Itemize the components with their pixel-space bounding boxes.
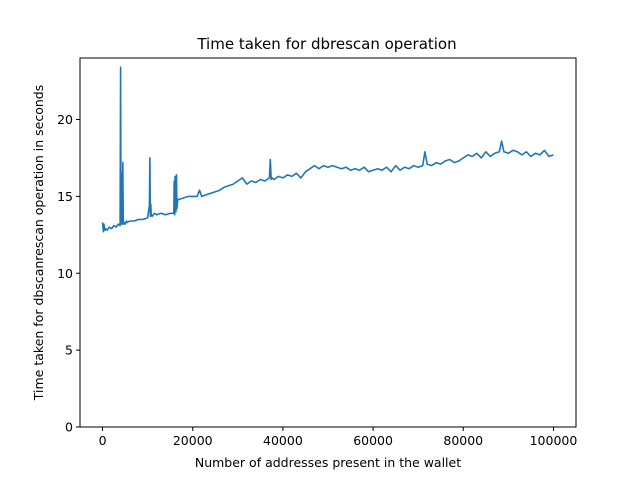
y-tick-label: 5 xyxy=(65,343,73,358)
axes-frame xyxy=(79,57,577,428)
x-tick-label: 0 xyxy=(99,433,107,448)
y-tick-label: 15 xyxy=(57,189,73,204)
x-tick-label: 20000 xyxy=(173,433,213,448)
chart-title: Time taken for dbrescan operation xyxy=(196,35,456,53)
tick-group: 0 20000 40000 60000 80000 100000 0 5 10 15 20 xyxy=(57,112,577,448)
y-tick-label: 20 xyxy=(57,112,73,127)
x-tick-label: 100000 xyxy=(530,433,578,448)
y-tick-label: 10 xyxy=(57,266,73,281)
x-tick-label: 80000 xyxy=(443,433,483,448)
y-axis-label: Time taken for dbscanrescan operation in… xyxy=(31,85,46,401)
x-axis-label: Number of addresses present in the walle… xyxy=(195,455,461,470)
x-tick-label: 40000 xyxy=(263,433,303,448)
plot-area xyxy=(101,66,554,233)
y-tick-label: 0 xyxy=(65,420,73,435)
x-tick-label: 60000 xyxy=(353,433,393,448)
series-line-0 xyxy=(101,66,554,233)
